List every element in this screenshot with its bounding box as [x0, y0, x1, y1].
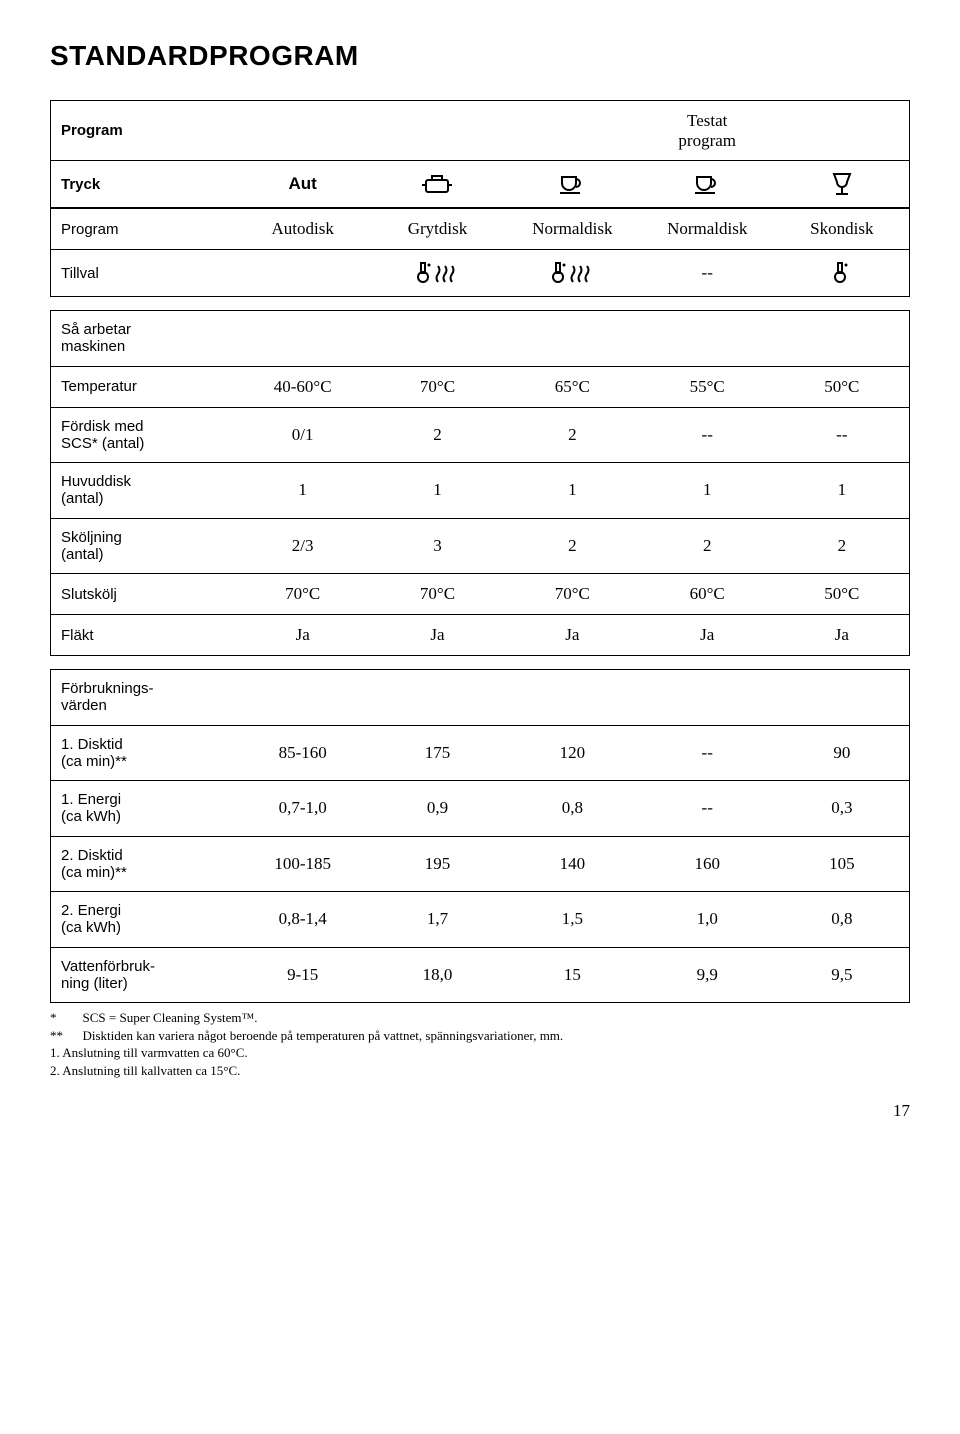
- row-tillval-label: Tillval: [51, 250, 236, 297]
- cell: 1,5: [505, 892, 640, 948]
- cell: --: [775, 407, 910, 463]
- cell: 100-185: [235, 836, 370, 892]
- row-disktid1-label: 1. Disktid(ca min)**: [51, 725, 236, 781]
- cell: 65°C: [505, 366, 640, 407]
- row-vatten-label: Vattenförbruk-ning (liter): [51, 947, 236, 1003]
- col-grytdisk: Grytdisk: [370, 208, 505, 250]
- col-skondisk: Skondisk: [775, 208, 910, 250]
- cell: 0,7-1,0: [235, 781, 370, 837]
- cell: Ja: [775, 615, 910, 656]
- cell: Ja: [640, 615, 775, 656]
- header-program: Program: [51, 101, 236, 161]
- cell: 2: [370, 407, 505, 463]
- header-testat: Testatprogram: [640, 101, 775, 161]
- pot-icon: [370, 161, 505, 209]
- cell: 2: [505, 518, 640, 574]
- row-skoljning-label: Sköljning(antal): [51, 518, 236, 574]
- cell: 70°C: [370, 574, 505, 615]
- row-energi2-label: 2. Energi(ca kWh): [51, 892, 236, 948]
- row-fordisk-label: Fördisk medSCS* (antal): [51, 407, 236, 463]
- cell: 70°C: [505, 574, 640, 615]
- cell: --: [640, 725, 775, 781]
- cell: 9,9: [640, 947, 775, 1003]
- col-autodisk: Autodisk: [235, 208, 370, 250]
- section-forbrukning: Förbruknings-värden: [51, 670, 236, 726]
- cell: 60°C: [640, 574, 775, 615]
- cell: 160: [640, 836, 775, 892]
- cell: 175: [370, 725, 505, 781]
- cell: 140: [505, 836, 640, 892]
- cell: 0,9: [370, 781, 505, 837]
- cell: 120: [505, 725, 640, 781]
- cell: Ja: [505, 615, 640, 656]
- cell: 0,8: [775, 892, 910, 948]
- row-flakt-label: Fläkt: [51, 615, 236, 656]
- cell: 1: [640, 463, 775, 519]
- row-program-label: Program: [51, 208, 236, 250]
- cell: 50°C: [775, 574, 910, 615]
- cell: Ja: [370, 615, 505, 656]
- footnote-kallvatten: 2. Anslutning till kallvatten ca 15°C.: [50, 1062, 910, 1080]
- row-slutskolj-label: Slutskölj: [51, 574, 236, 615]
- cell: --: [640, 407, 775, 463]
- temp-icon: [775, 250, 910, 297]
- cell: 2: [640, 518, 775, 574]
- cell: 1,7: [370, 892, 505, 948]
- row-energi1-label: 1. Energi(ca kWh): [51, 781, 236, 837]
- cell: 70°C: [235, 574, 370, 615]
- cell: 0/1: [235, 407, 370, 463]
- cell: 9,5: [775, 947, 910, 1003]
- cell: 0,3: [775, 781, 910, 837]
- page-title: STANDARDPROGRAM: [50, 40, 910, 72]
- cell: 195: [370, 836, 505, 892]
- row-huvuddisk-label: Huvuddisk(antal): [51, 463, 236, 519]
- program-table: Program Testatprogram Tryck Aut Program …: [50, 100, 910, 1003]
- cell: 2: [775, 518, 910, 574]
- cell: 1: [370, 463, 505, 519]
- cell: 0,8-1,4: [235, 892, 370, 948]
- cell: 1: [505, 463, 640, 519]
- testat-line1: Testat: [687, 111, 727, 130]
- testat-line2: program: [678, 131, 736, 150]
- cell: 70°C: [370, 366, 505, 407]
- temp-steam-icon: [505, 250, 640, 297]
- cell: 40-60°C: [235, 366, 370, 407]
- cell: Ja: [235, 615, 370, 656]
- glass-icon: [775, 161, 910, 209]
- cell: 1,0: [640, 892, 775, 948]
- cell: 0,8: [505, 781, 640, 837]
- header-aut: Aut: [235, 161, 370, 209]
- cell: 18,0: [370, 947, 505, 1003]
- temp-steam-icon: [370, 250, 505, 297]
- cell: 3: [370, 518, 505, 574]
- page-number: 17: [50, 1101, 910, 1121]
- cell: 15: [505, 947, 640, 1003]
- footnote-varmvatten: 1. Anslutning till varmvatten ca 60°C.: [50, 1044, 910, 1062]
- cell: 9-15: [235, 947, 370, 1003]
- col-normaldisk2: Normaldisk: [640, 208, 775, 250]
- tillval-dash: --: [640, 250, 775, 297]
- cell: --: [640, 781, 775, 837]
- header-tryck: Tryck: [51, 161, 236, 209]
- cell: 105: [775, 836, 910, 892]
- row-disktid2-label: 2. Disktid(ca min)**: [51, 836, 236, 892]
- cup-icon: [640, 161, 775, 209]
- cell: 55°C: [640, 366, 775, 407]
- footnote-disktid: ** Disktiden kan variera något beroende …: [50, 1027, 910, 1045]
- footnotes: * SCS = Super Cleaning System™. ** Diskt…: [50, 1009, 910, 1079]
- row-temperatur-label: Temperatur: [51, 366, 236, 407]
- cell: 85-160: [235, 725, 370, 781]
- col-normaldisk1: Normaldisk: [505, 208, 640, 250]
- cell: 50°C: [775, 366, 910, 407]
- cell: 90: [775, 725, 910, 781]
- cup-icon: [505, 161, 640, 209]
- footnote-scs: * SCS = Super Cleaning System™.: [50, 1009, 910, 1027]
- section-arbetar: Så arbetarmaskinen: [51, 311, 236, 367]
- cell: 2: [505, 407, 640, 463]
- cell: 1: [235, 463, 370, 519]
- cell: 1: [775, 463, 910, 519]
- cell: 2/3: [235, 518, 370, 574]
